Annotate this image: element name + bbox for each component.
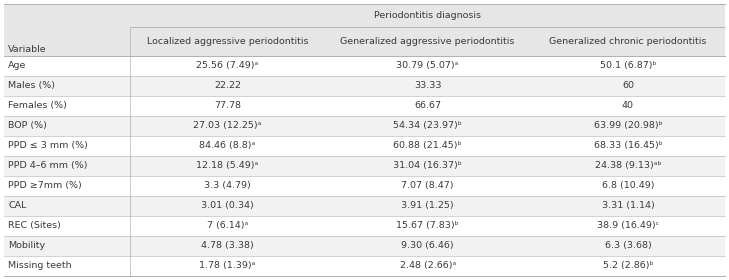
- Text: 25.56 (7.49)ᵃ: 25.56 (7.49)ᵃ: [196, 61, 259, 70]
- Text: 60.88 (21.45)ᵇ: 60.88 (21.45)ᵇ: [394, 141, 462, 150]
- Text: 50.1 (6.87)ᵇ: 50.1 (6.87)ᵇ: [600, 61, 656, 70]
- Text: 3.31 (1.14): 3.31 (1.14): [601, 201, 655, 210]
- Bar: [130, 4, 725, 27]
- Text: Missing teeth: Missing teeth: [8, 261, 71, 270]
- Text: 5.2 (2.86)ᵇ: 5.2 (2.86)ᵇ: [603, 261, 653, 270]
- Text: 40: 40: [622, 101, 634, 110]
- Text: Males (%): Males (%): [8, 81, 55, 90]
- Text: Age: Age: [8, 61, 26, 70]
- Text: 22.22: 22.22: [214, 81, 241, 90]
- Text: 66.67: 66.67: [414, 101, 441, 110]
- Text: 27.03 (12.25)ᵃ: 27.03 (12.25)ᵃ: [193, 121, 262, 130]
- Text: 3.01 (0.34): 3.01 (0.34): [201, 201, 254, 210]
- Text: 1.78 (1.39)ᵃ: 1.78 (1.39)ᵃ: [199, 261, 256, 270]
- Bar: [4, 136, 725, 156]
- Text: Localized aggressive periodontitis: Localized aggressive periodontitis: [147, 37, 308, 46]
- Text: 84.46 (8.8)ᵃ: 84.46 (8.8)ᵃ: [199, 141, 255, 150]
- Text: Females (%): Females (%): [8, 101, 67, 110]
- Text: 2.48 (2.66)ᵃ: 2.48 (2.66)ᵃ: [399, 261, 456, 270]
- Bar: [4, 236, 725, 256]
- Bar: [4, 116, 725, 136]
- Text: Periodontitis diagnosis: Periodontitis diagnosis: [374, 11, 481, 20]
- Text: PPD 4–6 mm (%): PPD 4–6 mm (%): [8, 161, 87, 170]
- Bar: [4, 27, 725, 56]
- Text: CAL: CAL: [8, 201, 26, 210]
- Text: 68.33 (16.45)ᵇ: 68.33 (16.45)ᵇ: [593, 141, 663, 150]
- Text: 30.79 (5.07)ᵃ: 30.79 (5.07)ᵃ: [397, 61, 459, 70]
- Bar: [4, 156, 725, 176]
- Text: 15.67 (7.83)ᵇ: 15.67 (7.83)ᵇ: [397, 221, 459, 230]
- Text: PPD ≤ 3 mm (%): PPD ≤ 3 mm (%): [8, 141, 88, 150]
- Text: 63.99 (20.98)ᵇ: 63.99 (20.98)ᵇ: [593, 121, 662, 130]
- Bar: [4, 256, 725, 276]
- Text: BOP (%): BOP (%): [8, 121, 47, 130]
- Text: 3.91 (1.25): 3.91 (1.25): [402, 201, 454, 210]
- Bar: [4, 4, 130, 56]
- Text: Generalized chronic periodontitis: Generalized chronic periodontitis: [549, 37, 706, 46]
- Text: 6.8 (10.49): 6.8 (10.49): [601, 181, 654, 190]
- Text: 9.30 (6.46): 9.30 (6.46): [402, 241, 454, 250]
- Text: PPD ≥7mm (%): PPD ≥7mm (%): [8, 181, 82, 190]
- Text: 6.3 (3.68): 6.3 (3.68): [604, 241, 651, 250]
- Text: 7.07 (8.47): 7.07 (8.47): [402, 181, 454, 190]
- Text: 12.18 (5.49)ᵃ: 12.18 (5.49)ᵃ: [196, 161, 259, 170]
- Text: 33.33: 33.33: [414, 81, 441, 90]
- Text: 3.3 (4.79): 3.3 (4.79): [204, 181, 251, 190]
- Bar: [4, 96, 725, 116]
- Bar: [4, 56, 725, 76]
- Text: 77.78: 77.78: [214, 101, 241, 110]
- Text: 60: 60: [622, 81, 634, 90]
- Text: 31.04 (16.37)ᵇ: 31.04 (16.37)ᵇ: [393, 161, 462, 170]
- Text: 38.9 (16.49)ᶜ: 38.9 (16.49)ᶜ: [597, 221, 659, 230]
- Text: Variable: Variable: [8, 45, 47, 54]
- Bar: [4, 196, 725, 216]
- Text: 24.38 (9.13)ᵃᵇ: 24.38 (9.13)ᵃᵇ: [595, 161, 661, 170]
- Text: Generalized aggressive periodontitis: Generalized aggressive periodontitis: [340, 37, 515, 46]
- Text: 4.78 (3.38): 4.78 (3.38): [201, 241, 254, 250]
- Bar: [4, 76, 725, 96]
- Text: REC (Sites): REC (Sites): [8, 221, 61, 230]
- Bar: [4, 216, 725, 236]
- Text: 7 (6.14)ᵃ: 7 (6.14)ᵃ: [207, 221, 248, 230]
- Text: Mobility: Mobility: [8, 241, 45, 250]
- Text: 54.34 (23.97)ᵇ: 54.34 (23.97)ᵇ: [393, 121, 462, 130]
- Bar: [4, 176, 725, 196]
